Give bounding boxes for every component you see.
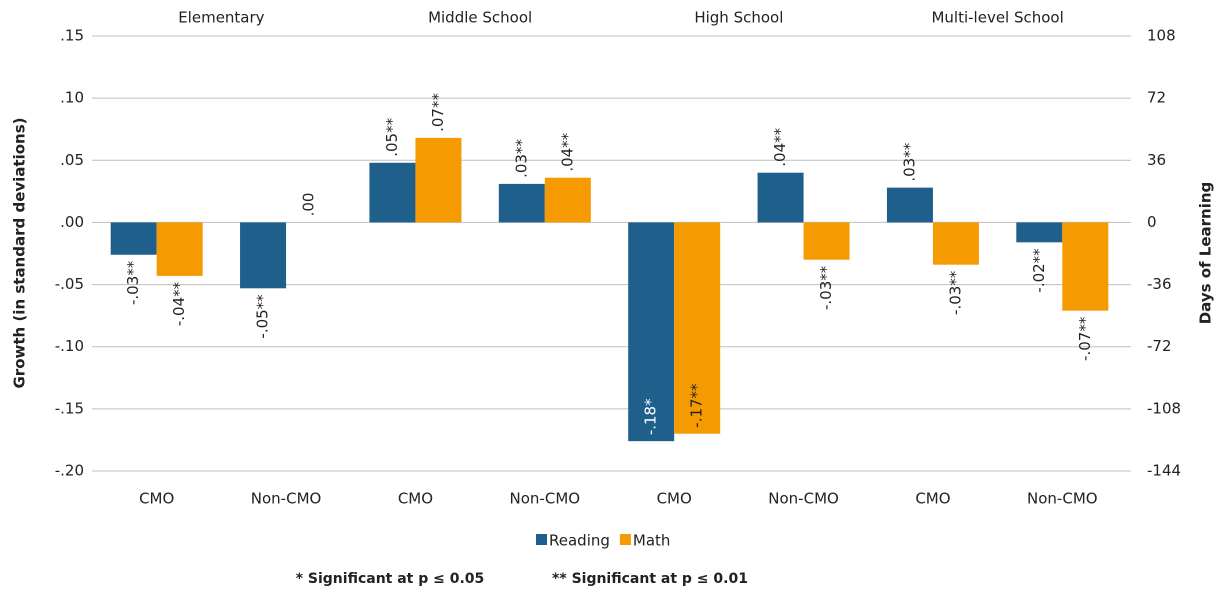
bar — [544, 177, 591, 223]
x-tick-label: CMO — [139, 490, 174, 508]
bar — [932, 222, 979, 265]
y-tick-label: -.15 — [55, 399, 84, 417]
bar — [628, 222, 675, 442]
bar — [757, 172, 804, 223]
value-label: .03** — [900, 142, 918, 181]
bar — [156, 222, 203, 276]
bar — [369, 162, 416, 223]
x-tick-label: Non-CMO — [768, 490, 839, 508]
value-label: -.03** — [946, 270, 964, 315]
bar — [1016, 222, 1063, 243]
bar — [110, 222, 157, 255]
bar — [1062, 222, 1109, 311]
legend-swatch — [619, 534, 631, 545]
value-label: -.18* — [642, 398, 660, 435]
y2-tick-label: -144 — [1147, 462, 1181, 480]
y2-axis-title: Days of Learning — [1197, 182, 1215, 325]
value-label: -.07** — [1076, 316, 1094, 361]
y2-tick-label: 0 — [1147, 213, 1157, 231]
value-label: .03** — [512, 139, 530, 178]
group-label: Middle School — [428, 9, 532, 27]
y-tick-label: .05 — [60, 151, 84, 169]
value-label: .07** — [429, 93, 447, 132]
value-label: .00 — [300, 193, 318, 217]
group-label: High School — [694, 9, 783, 27]
value-label: -.17** — [688, 383, 706, 428]
x-tick-label: CMO — [657, 490, 692, 508]
footnote: ** Significant at p ≤ 0.01 — [552, 571, 748, 587]
y-tick-label: -.05 — [55, 275, 84, 293]
value-label: .05** — [383, 117, 401, 156]
y2-tick-label: -108 — [1147, 399, 1181, 417]
y-tick-label: .10 — [60, 89, 84, 107]
bar — [240, 222, 287, 289]
value-label: .04** — [771, 127, 789, 166]
y2-tick-label: -36 — [1147, 275, 1172, 293]
bar — [415, 137, 462, 223]
bar — [886, 187, 933, 223]
value-label: -.05** — [254, 294, 272, 339]
y2-tick-label: 36 — [1147, 151, 1166, 169]
x-tick-label: CMO — [398, 490, 433, 508]
y-tick-label: -.20 — [55, 462, 84, 480]
y-tick-label: .00 — [60, 213, 84, 231]
legend-swatch — [536, 534, 547, 545]
y-tick-label: .15 — [60, 27, 84, 45]
value-label: -.03** — [124, 260, 142, 305]
x-tick-label: CMO — [915, 490, 950, 508]
value-label: -.03** — [817, 265, 835, 310]
y-axis-title: Growth (in standard deviations) — [11, 118, 29, 389]
bar — [498, 183, 545, 223]
group-label: Multi-level School — [931, 9, 1063, 27]
y2-tick-label: 72 — [1147, 89, 1166, 107]
x-tick-label: Non-CMO — [251, 490, 322, 508]
footnote: * Significant at p ≤ 0.05 — [296, 571, 485, 587]
bar — [803, 222, 850, 260]
group-label: Elementary — [178, 9, 264, 27]
value-label: -.02** — [1030, 248, 1048, 293]
y-tick-label: -.10 — [55, 337, 84, 355]
legend-label: Math — [633, 532, 671, 550]
x-tick-label: Non-CMO — [1027, 490, 1098, 508]
x-tick-label: Non-CMO — [510, 490, 581, 508]
legend-label: Reading — [549, 532, 610, 550]
y2-tick-label: -72 — [1147, 337, 1172, 355]
bar — [674, 222, 721, 434]
y2-tick-label: 108 — [1147, 27, 1176, 45]
value-label: -.04** — [170, 281, 188, 326]
value-label: .04** — [558, 132, 576, 171]
